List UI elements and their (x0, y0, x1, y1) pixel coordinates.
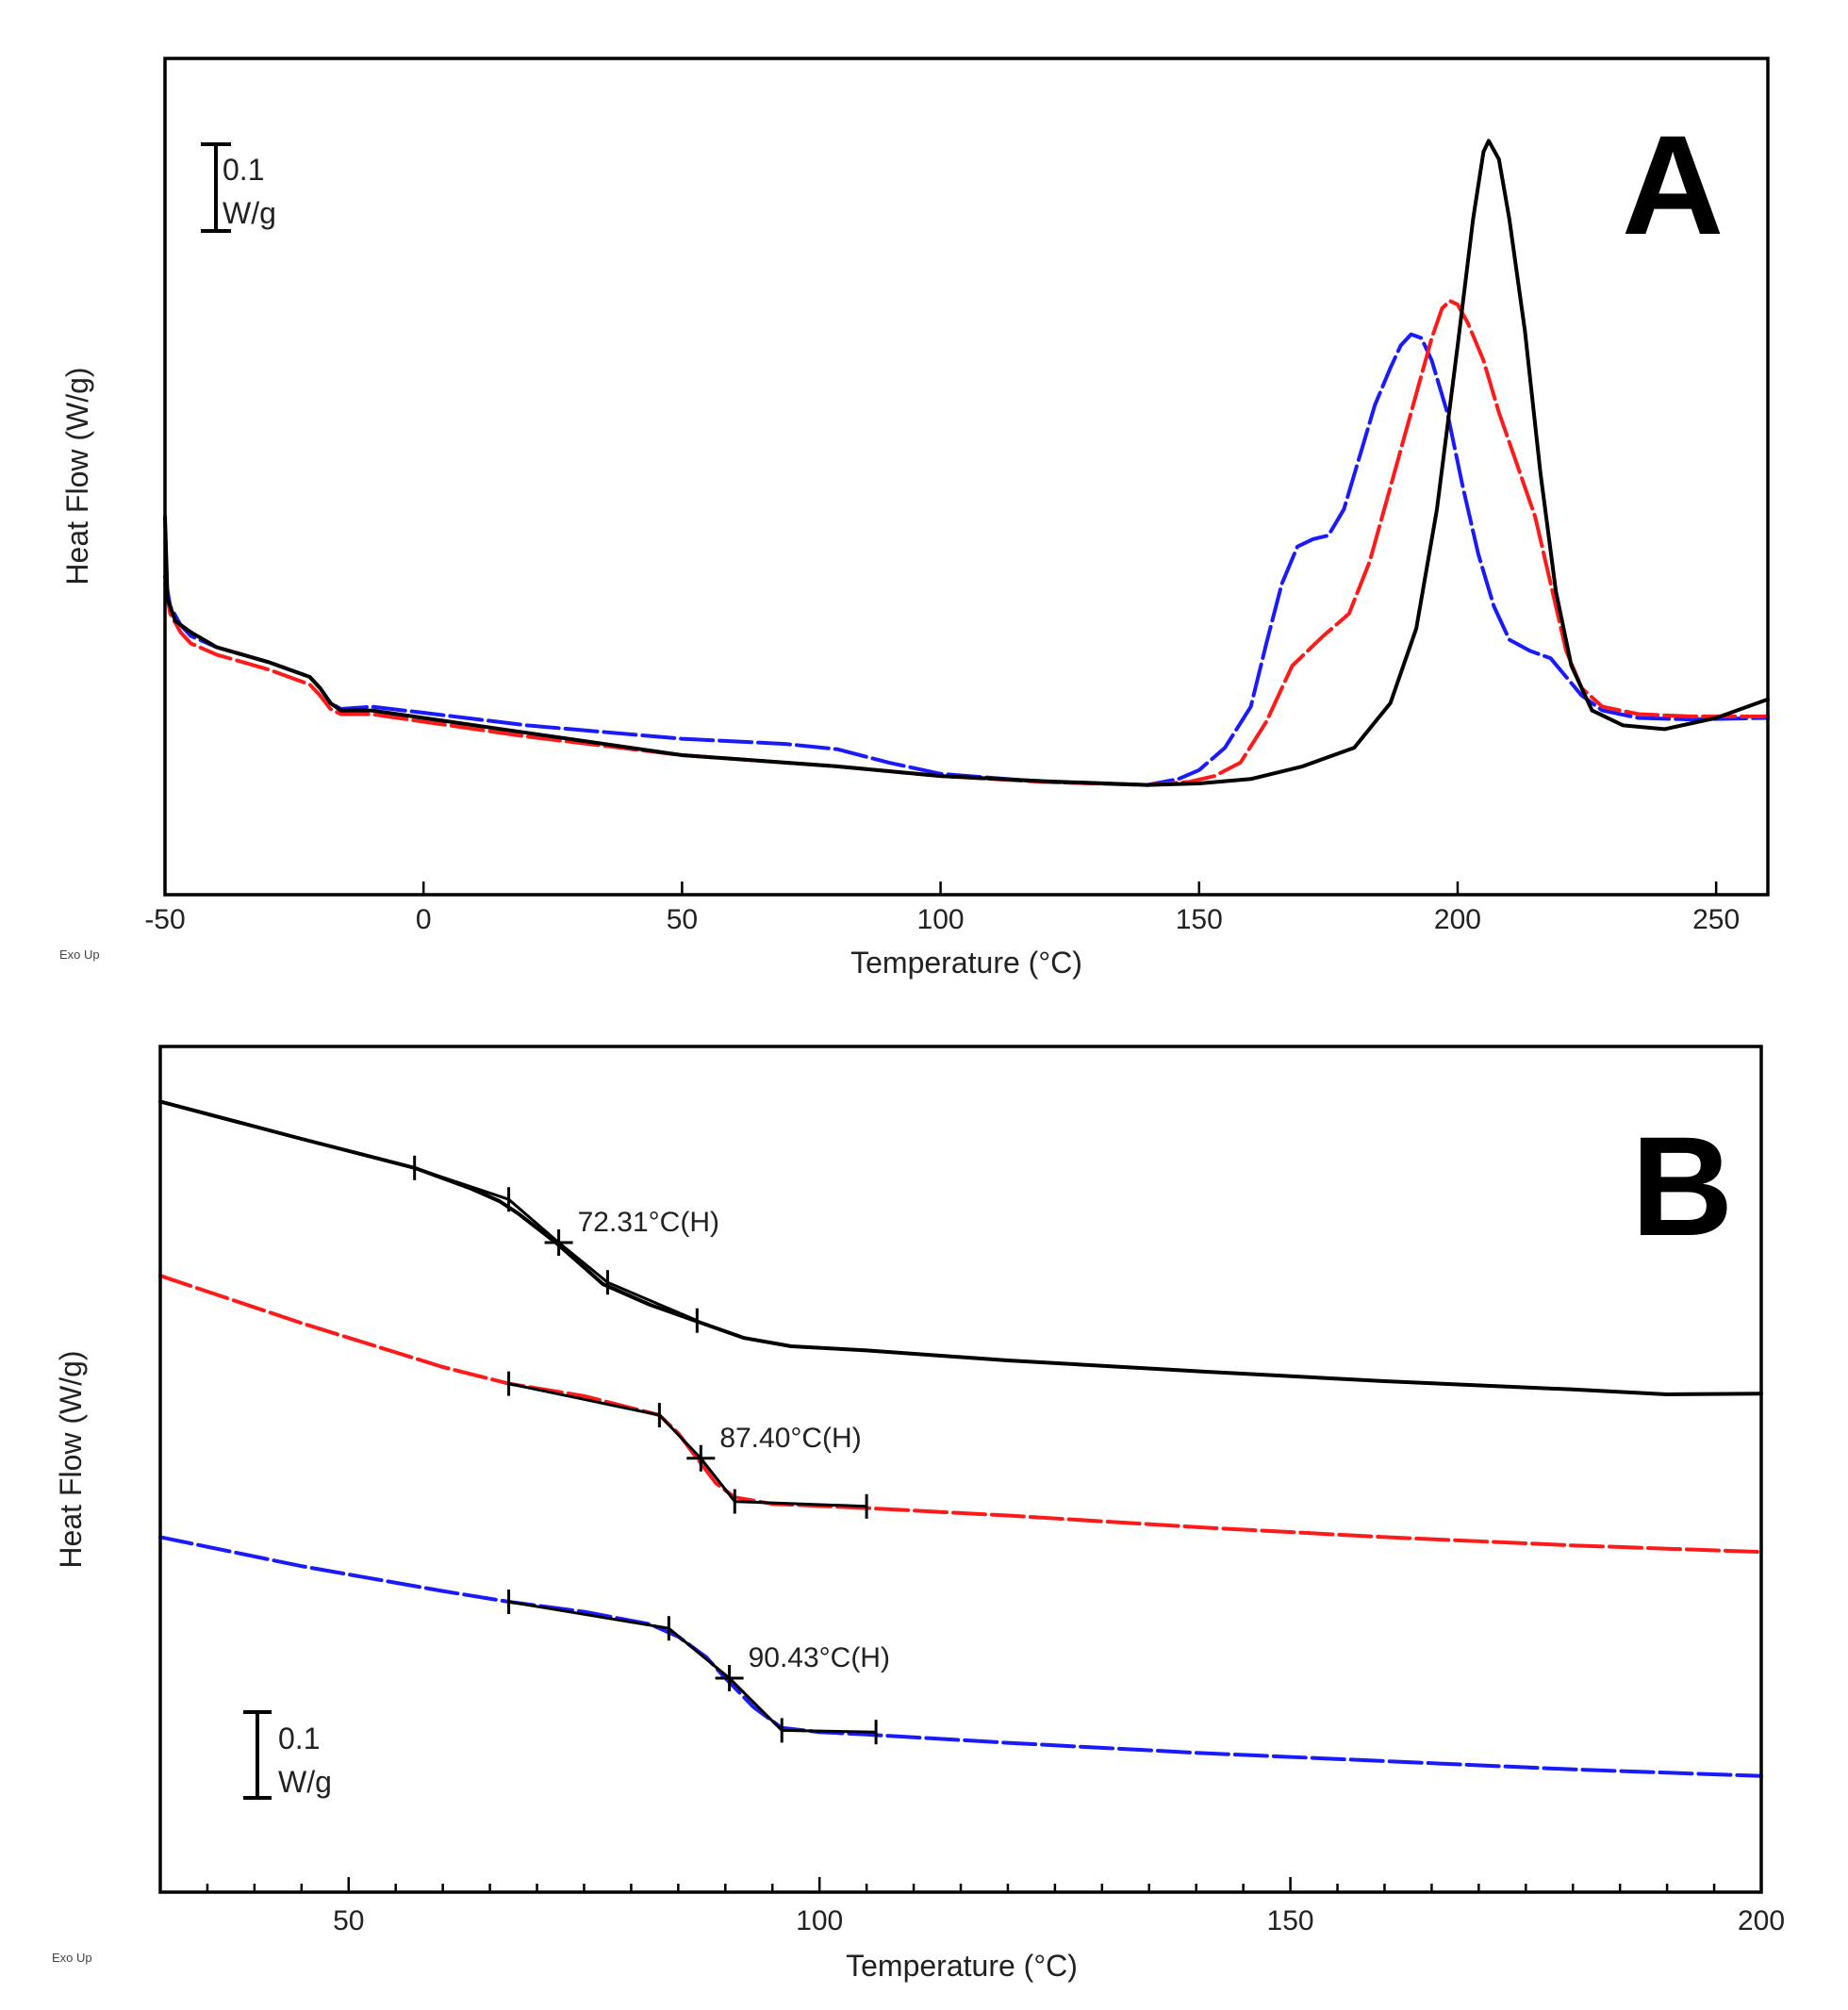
panel-label-a: A (1622, 106, 1724, 264)
x-tick-label: 50 (667, 904, 698, 935)
scale-bar-a: 0.1 W/g (201, 142, 276, 233)
x-tick-label: 250 (1692, 904, 1740, 935)
scale-bar-value-b: 0.1 (278, 1722, 320, 1755)
tg-cross-mark (686, 1444, 716, 1472)
panel-a: -50 0 50 100 150 200 250 Temperature (°C) Heat… (59, 57, 1770, 980)
scale-bar-unit-b: W/g (278, 1765, 332, 1799)
panel-b: 72.31°C(H) 87.40°C(H) 90.43°C(H) 50 100 150 2… (52, 1045, 1785, 1983)
x-tick-label: 100 (796, 1905, 843, 1936)
scale-bar-b: 0.1 W/g (243, 1710, 332, 1800)
plot-area-b: 72.31°C(H) 87.40°C(H) 90.43°C(H) (158, 1099, 1763, 1778)
tg-annotation: 90.43°C(H) (749, 1642, 890, 1673)
tg-annotation: 87.40°C(H) (719, 1423, 861, 1454)
x-tick-label: 150 (1267, 1905, 1314, 1936)
series-line-blue (163, 332, 1770, 787)
x-axis-title-b: Temperature (°C) (846, 1949, 1078, 1983)
x-tick-label: 200 (1434, 904, 1481, 935)
tg-cross-mark (715, 1665, 744, 1691)
scale-bar-value-a: 0.1 (223, 153, 264, 187)
series-line-black (158, 1099, 1763, 1396)
x-ticks-a: -50 0 50 100 150 200 250 (144, 881, 1740, 935)
x-axis-title-a: Temperature (°C) (850, 946, 1082, 980)
series-line-black (163, 139, 1770, 787)
x-tick-label: 100 (917, 904, 965, 935)
x-tick-label: 0 (416, 904, 432, 935)
exo-up-note-a: Exo Up (59, 947, 100, 962)
series-line-red (163, 299, 1770, 787)
axis-frame-a (163, 57, 1770, 897)
x-tick-label: 150 (1176, 904, 1223, 935)
y-axis-title-b: Heat Flow (W/g) (54, 1350, 88, 1568)
tg-cross-mark (544, 1229, 573, 1256)
x-tick-label: 50 (333, 1905, 364, 1936)
x-ticks-b: 50 100 150 200 (158, 1877, 1785, 1936)
series-line-red (158, 1274, 1763, 1555)
tg-annotation: 72.31°C(H) (578, 1207, 719, 1238)
panel-label-b: B (1631, 1107, 1733, 1265)
series-line-blue (158, 1535, 1763, 1778)
scale-bar-unit-a: W/g (223, 196, 276, 230)
plot-area-a (163, 139, 1770, 787)
x-tick-label: -50 (144, 904, 185, 935)
y-axis-title-a: Heat Flow (W/g) (60, 367, 94, 585)
x-tick-label: 200 (1738, 1905, 1785, 1936)
exo-up-note-b: Exo Up (52, 1951, 92, 1965)
